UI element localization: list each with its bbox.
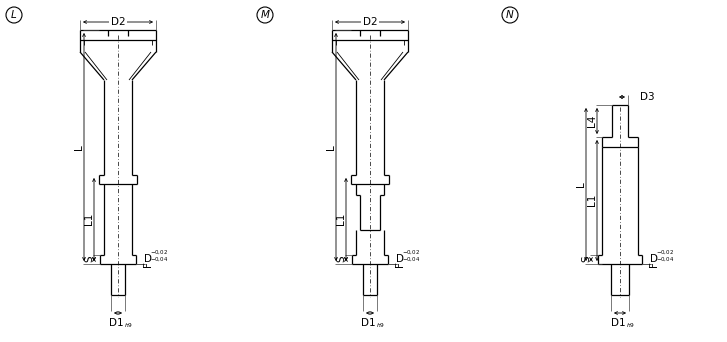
Text: S: S [581, 256, 591, 262]
Text: D3: D3 [640, 92, 654, 102]
Text: L1: L1 [84, 213, 94, 225]
Text: L4: L4 [587, 115, 597, 127]
Text: $^{-0{,}02}_{-0{,}04}$: $^{-0{,}02}_{-0{,}04}$ [402, 248, 420, 264]
Text: D1: D1 [361, 318, 375, 328]
Text: L: L [576, 181, 586, 187]
Text: L: L [11, 10, 17, 20]
Text: L1: L1 [587, 194, 597, 206]
Text: S: S [336, 256, 346, 262]
Text: L: L [74, 144, 84, 150]
Text: $_{h9}$: $_{h9}$ [124, 320, 133, 329]
Text: $^{-0{,}02}_{-0{,}04}$: $^{-0{,}02}_{-0{,}04}$ [656, 248, 674, 264]
Text: L: L [326, 144, 336, 150]
Text: $^{-0{,}02}_{-0{,}04}$: $^{-0{,}02}_{-0{,}04}$ [150, 248, 168, 264]
Text: D: D [396, 254, 404, 264]
Text: D: D [144, 254, 152, 264]
Text: L1: L1 [336, 213, 346, 225]
Text: M: M [260, 10, 270, 20]
Text: F: F [143, 261, 153, 267]
Text: D1: D1 [611, 318, 625, 328]
Text: F: F [649, 261, 659, 267]
Text: D2: D2 [111, 17, 125, 27]
Text: S: S [84, 256, 94, 262]
Text: D1: D1 [109, 318, 124, 328]
Text: $_{h9}$: $_{h9}$ [376, 320, 385, 329]
Text: $_{h9}$: $_{h9}$ [626, 320, 635, 329]
Text: D: D [650, 254, 658, 264]
Text: F: F [395, 261, 405, 267]
Text: D2: D2 [363, 17, 377, 27]
Text: N: N [506, 10, 514, 20]
